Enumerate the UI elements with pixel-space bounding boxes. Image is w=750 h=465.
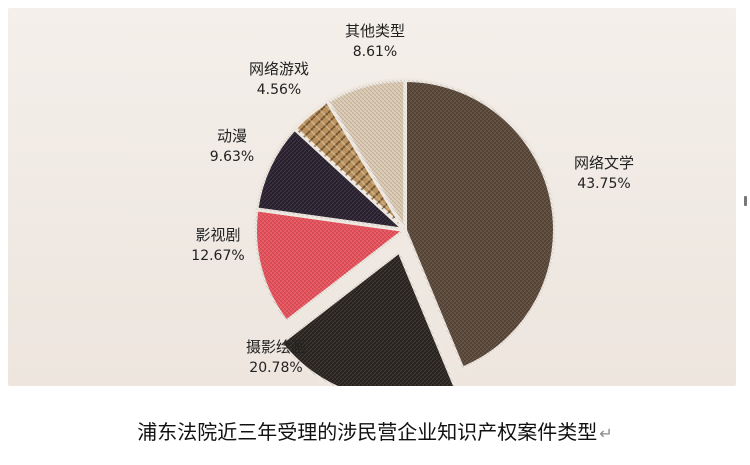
pie-slice-texture [256,128,405,230]
pie-labels: 网络文学 43.75% 摄影绘画 20.78% 影视剧 12.67% 动漫 9.63% 网络游戏… [191,22,634,376]
slice-name-label: 网络游戏 [249,60,309,78]
pie-chart: 网络文学 43.75% 摄影绘画 20.78% 影视剧 12.67% 动漫 9.63% 网络游戏… [191,22,634,386]
pie-slice [278,249,458,386]
pie-slice-texture [327,80,405,230]
pie-slice [253,207,407,324]
slice-name-label: 动漫 [217,127,247,145]
slice-name-label: 摄影绘画 [246,338,306,356]
pie-slice-texture [294,101,405,230]
pie-slices [253,78,557,386]
pie-slice-texture [405,80,556,369]
slice-percent-label: 4.56% [257,82,301,98]
figure-caption: 浦东法院近三年受理的涉民营企业知识产权案件类型 ↵ [0,416,750,445]
slice-percent-label: 8.61% [353,44,397,60]
pie-slice [325,78,407,232]
pie-slice-texture [280,251,456,386]
slice-percent-label: 12.67% [191,248,244,264]
edge-mark [744,196,747,206]
slice-percent-label: 43.75% [577,176,630,192]
slice-name-label: 影视剧 [195,226,240,244]
slice-name-label: 网络文学 [574,154,634,172]
slice-name-label: 其他类型 [345,22,405,40]
return-mark: ↵ [599,424,613,443]
pie-slice [403,78,557,371]
caption-text: 浦东法院近三年受理的涉民营企业知识产权案件类型 [137,420,598,444]
slice-percent-label: 20.78% [249,360,302,376]
pie-slice-texture [255,209,405,322]
slice-percent-label: 9.63% [210,149,254,165]
